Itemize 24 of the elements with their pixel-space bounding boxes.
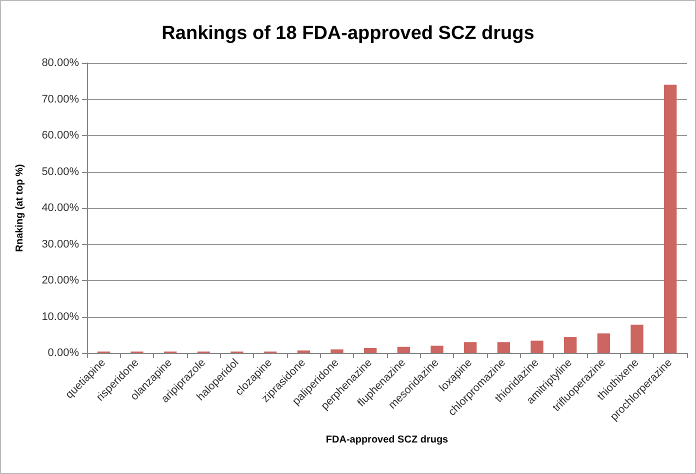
bar [397, 346, 410, 353]
y-tick-label: 0.00% [48, 347, 80, 359]
y-tick-label: 60.00% [42, 130, 80, 142]
bar [430, 346, 444, 353]
bar [464, 342, 477, 353]
bar [597, 333, 610, 353]
y-tick-label: 50.00% [42, 166, 80, 178]
bar [564, 337, 577, 353]
y-tick-label: 80.00% [42, 57, 80, 69]
y-tick-label: 70.00% [42, 93, 80, 106]
y-axis-title: Rnaking (at top %) [14, 164, 26, 252]
bar [330, 349, 344, 353]
y-tick-label: 20.00% [42, 274, 80, 286]
bar [630, 324, 644, 353]
y-tick-label: 30.00% [42, 238, 80, 250]
x-axis-title: FDA-approved SCZ drugs [326, 434, 449, 446]
bar [497, 342, 510, 353]
y-tick-label: 10.00% [42, 310, 80, 323]
bar [664, 84, 677, 353]
bar [530, 340, 544, 353]
chart-title: Rankings of 18 FDA-approved SCZ drugs [162, 23, 534, 44]
y-tick-label: 40.00% [42, 202, 80, 214]
bar [364, 348, 377, 353]
bar [297, 350, 310, 353]
